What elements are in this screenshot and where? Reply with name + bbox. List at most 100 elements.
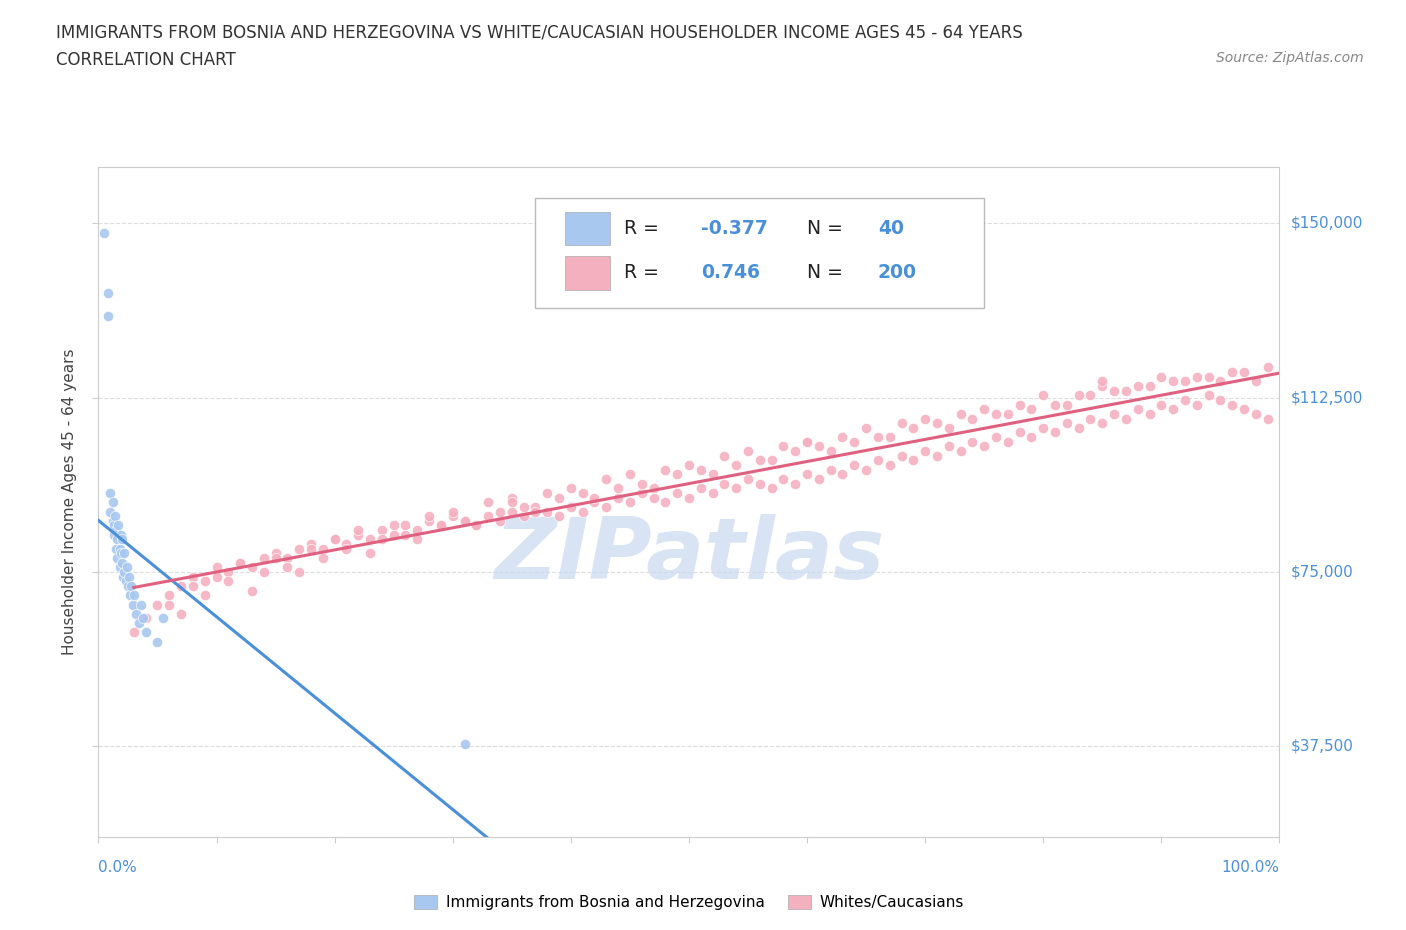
Point xyxy=(418,509,440,524)
Point xyxy=(820,444,842,458)
Point xyxy=(560,499,582,514)
Point xyxy=(93,225,115,240)
Text: 40: 40 xyxy=(877,219,904,238)
Point xyxy=(796,434,818,449)
Point xyxy=(571,504,593,519)
Point xyxy=(1139,406,1161,421)
Point xyxy=(135,611,157,626)
Text: ZIPatlas: ZIPatlas xyxy=(494,514,884,597)
Point xyxy=(807,439,830,454)
Point xyxy=(1185,397,1208,412)
Point xyxy=(1067,388,1090,403)
Point xyxy=(772,439,794,454)
Point xyxy=(382,527,405,542)
Point xyxy=(820,462,842,477)
Point xyxy=(772,472,794,486)
Point xyxy=(761,453,783,468)
Point xyxy=(512,509,534,524)
Point xyxy=(796,434,818,449)
Point xyxy=(1185,369,1208,384)
Point xyxy=(713,448,735,463)
Point xyxy=(1209,392,1232,407)
Point xyxy=(1150,369,1173,384)
Point xyxy=(112,546,135,561)
Point xyxy=(666,467,689,482)
Point xyxy=(725,458,748,472)
Point xyxy=(312,551,335,565)
Point xyxy=(689,462,711,477)
Point xyxy=(299,537,322,551)
Point xyxy=(253,551,276,565)
Point xyxy=(1174,392,1197,407)
Point xyxy=(128,616,150,631)
Point xyxy=(1220,365,1243,379)
Point xyxy=(737,444,759,458)
Point xyxy=(914,411,936,426)
Point xyxy=(1115,383,1137,398)
Point xyxy=(105,523,128,538)
Point xyxy=(654,462,676,477)
Point xyxy=(465,518,488,533)
Point xyxy=(607,490,630,505)
Point xyxy=(323,532,346,547)
Point xyxy=(984,430,1007,445)
Point xyxy=(146,597,169,612)
Point xyxy=(465,518,488,533)
Point xyxy=(253,565,276,579)
Point xyxy=(536,485,558,500)
Point xyxy=(938,420,960,435)
Point xyxy=(98,504,121,519)
Text: 200: 200 xyxy=(877,263,917,283)
Point xyxy=(323,532,346,547)
Point xyxy=(962,434,984,449)
Y-axis label: Householder Income Ages 45 - 64 years: Householder Income Ages 45 - 64 years xyxy=(62,349,77,656)
Point xyxy=(181,569,204,584)
Point xyxy=(678,458,700,472)
Point xyxy=(678,490,700,505)
Point xyxy=(194,574,217,589)
Point xyxy=(288,541,311,556)
Point xyxy=(477,495,499,510)
Point xyxy=(121,578,143,593)
Point xyxy=(264,546,287,561)
Point xyxy=(984,406,1007,421)
Text: R =: R = xyxy=(624,263,665,283)
Point xyxy=(1091,416,1114,431)
Point xyxy=(501,495,523,510)
Point xyxy=(146,634,169,649)
Point xyxy=(1080,411,1102,426)
Point xyxy=(430,518,453,533)
Point xyxy=(1198,388,1220,403)
Point xyxy=(666,485,689,500)
Point xyxy=(240,560,263,575)
Point xyxy=(157,588,180,603)
Point xyxy=(1257,360,1279,375)
Text: IMMIGRANTS FROM BOSNIA AND HERZEGOVINA VS WHITE/CAUCASIAN HOUSEHOLDER INCOME AGE: IMMIGRANTS FROM BOSNIA AND HERZEGOVINA V… xyxy=(56,23,1024,41)
Point xyxy=(1126,402,1149,417)
Point xyxy=(501,490,523,505)
FancyBboxPatch shape xyxy=(565,256,610,289)
Point xyxy=(103,518,125,533)
Point xyxy=(1080,388,1102,403)
Point xyxy=(477,509,499,524)
Point xyxy=(689,481,711,496)
Point xyxy=(1233,402,1256,417)
Point xyxy=(122,625,145,640)
Point xyxy=(229,555,252,570)
Point xyxy=(748,476,770,491)
Point xyxy=(855,462,877,477)
Point xyxy=(430,518,453,533)
Point xyxy=(276,560,298,575)
Text: N =: N = xyxy=(807,219,849,238)
Point xyxy=(643,481,665,496)
Point xyxy=(489,513,512,528)
Point xyxy=(394,527,416,542)
Point xyxy=(903,420,925,435)
Point xyxy=(217,574,239,589)
Point xyxy=(512,499,534,514)
Point xyxy=(866,453,889,468)
Point xyxy=(371,523,394,538)
Point xyxy=(103,527,125,542)
Legend: Immigrants from Bosnia and Herzegovina, Whites/Caucasians: Immigrants from Bosnia and Herzegovina, … xyxy=(408,889,970,916)
Point xyxy=(1209,374,1232,389)
